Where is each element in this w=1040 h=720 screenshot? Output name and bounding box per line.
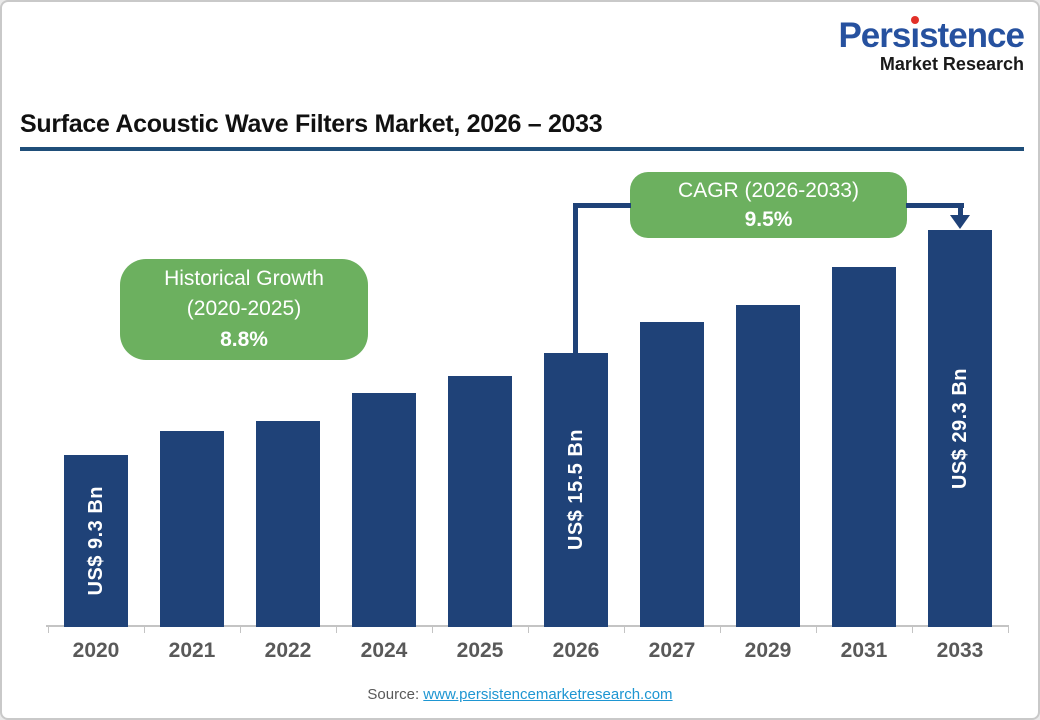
cagr-connector-right-vertical: [958, 203, 963, 216]
historical-growth-callout: Historical Growth (2020-2025) 8.8%: [120, 259, 368, 360]
x-axis-label-2029: 2029: [744, 639, 792, 662]
bar-2021: [160, 431, 224, 627]
x-axis-tick: [432, 625, 433, 633]
bar-2025: [448, 376, 512, 627]
x-axis-tick: [528, 625, 529, 633]
x-axis-tick: [336, 625, 337, 633]
bar-slot-2026: US$ 15.5 Bn: [528, 227, 624, 627]
x-axis-labels: 2020 2021 2022 2024 2025 2026 2027 2029 2031 2033: [48, 639, 1008, 663]
bar-slot-2031: [816, 227, 912, 627]
cagr-connector-left-vertical: [573, 203, 578, 355]
cagr-line1: CAGR (2026-2033): [678, 178, 859, 202]
cagr-value: 9.5%: [744, 208, 793, 231]
logo-brand-part1: Pers: [838, 16, 911, 55]
bar-value-label-2020: US$ 9.3 Bn: [84, 486, 107, 596]
bar-2024: [352, 393, 416, 627]
x-axis-label-2021: 2021: [168, 639, 216, 662]
bar-slot-2022: [240, 227, 336, 627]
logo: Persı stence Market Research: [838, 16, 1025, 74]
logo-brand-text: Persı stence: [838, 16, 1025, 55]
logo-red-dot-icon: [910, 16, 919, 24]
bar-slot-2029: [720, 227, 816, 627]
x-axis-tick: [240, 625, 241, 633]
cagr-connector-right-horizontal: [906, 203, 964, 208]
bar-2020: US$ 9.3 Bn: [64, 455, 128, 627]
x-axis-label-2033: 2033: [936, 639, 984, 662]
bar-2026: US$ 15.5 Bn: [544, 353, 608, 627]
bar-value-label-2026: US$ 15.5 Bn: [564, 429, 587, 551]
cagr-arrow-down-icon: [950, 215, 970, 229]
x-axis-tick: [720, 625, 721, 633]
logo-brand-dotless-i: ı: [910, 16, 920, 55]
x-axis-tick: [912, 625, 913, 633]
x-axis-tick: [48, 625, 49, 633]
bar-2022: [256, 421, 320, 627]
x-axis-label-2022: 2022: [264, 639, 312, 662]
bar-2031: [832, 267, 896, 627]
logo-brand-part2: stence: [919, 16, 1025, 55]
x-axis-line: [46, 625, 1008, 627]
page-title: Surface Acoustic Wave Filters Market, 20…: [20, 110, 603, 138]
cagr-callout: CAGR (2026-2033) 9.5%: [630, 172, 907, 238]
historical-growth-line2: (2020-2025): [186, 297, 302, 321]
bars: US$ 9.3 Bn US$ 15.5 Bn US$ 29.3 Bn: [48, 227, 1008, 627]
bar-value-label-2033: US$ 29.3 Bn: [948, 367, 971, 490]
bar-slot-2020: US$ 9.3 Bn: [48, 227, 144, 627]
bar-2029: [736, 305, 800, 627]
bar-2033: US$ 29.3 Bn: [928, 230, 992, 627]
bar-slot-2024: [336, 227, 432, 627]
x-axis-label-2031: 2031: [840, 639, 888, 662]
bar-slot-2027: [624, 227, 720, 627]
bar-slot-2025: [432, 227, 528, 627]
x-axis-label-2025: 2025: [456, 639, 504, 662]
bar-slot-2021: [144, 227, 240, 627]
x-axis-tick: [144, 625, 145, 633]
x-axis-tick: [1008, 625, 1009, 633]
historical-growth-value: 8.8%: [220, 327, 268, 351]
x-axis-tick: [816, 625, 817, 633]
logo-brand-i: ı: [910, 16, 920, 55]
x-axis-label-2027: 2027: [648, 639, 696, 662]
cagr-connector-left-horizontal: [573, 203, 631, 208]
historical-growth-line1: Historical Growth: [164, 266, 324, 290]
source-prefix: Source:: [367, 686, 424, 703]
bar-2027: [640, 322, 704, 627]
bar-slot-2033: US$ 29.3 Bn: [912, 227, 1008, 627]
source-line: Source: www.persistencemarketresearch.co…: [2, 686, 1038, 703]
x-axis-tick: [624, 625, 625, 633]
source-link[interactable]: www.persistencemarketresearch.com: [423, 686, 673, 703]
x-axis-label-2026: 2026: [552, 639, 600, 662]
title-underline: [20, 147, 1024, 151]
logo-subtitle: Market Research: [879, 54, 1024, 74]
x-axis-label-2024: 2024: [360, 639, 408, 662]
x-axis-label-2020: 2020: [72, 639, 120, 662]
